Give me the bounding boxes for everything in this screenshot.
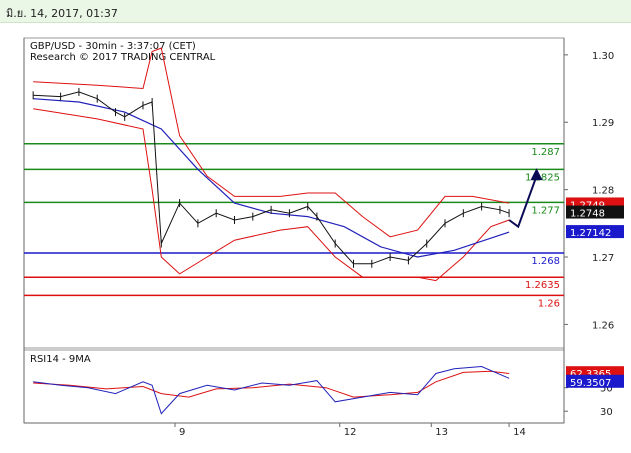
price-tag-bg-1 [566,205,624,219]
y-tick-label-2: 1.28 [592,186,614,197]
y-tick-label-4: 1.30 [592,51,614,62]
level-label-4: 1.2635 [525,280,560,291]
chart-title: GBP/USD - 30min - 3:37:07 (CET) [30,41,196,52]
rsi-tag-label-1: 59.3507 [570,378,611,389]
price-tag-bg-2 [566,225,624,239]
price-tag-label-1: 1.2748 [570,209,605,220]
bollinger-upper-line [33,47,510,238]
bollinger-lower-line [33,108,510,282]
rsi-y-tick-label-1: 50 [600,384,613,395]
x-tick-label-2: 13 [435,427,448,438]
x-tick-label-0: 9 [179,427,185,438]
rsi-y-tick-label-0: 30 [600,407,613,418]
projection-arrowhead [530,168,543,181]
level-label-0: 1.287 [531,147,560,158]
top-status-bar: มิ.ย. 14, 2017, 01:37 [0,0,631,23]
x-tick-label-1: 12 [344,427,357,438]
rsi-line [33,365,510,415]
level-label-2: 1.277 [531,205,560,216]
rsi-title: RSI14 - 9MA [30,354,91,365]
price-line [33,91,510,265]
rsi-tag-label-0: 62.3365 [570,369,611,380]
price-tag-label-2: 1.27142 [570,228,611,239]
projection-arrow-line [508,175,538,229]
datetime-label: มิ.ย. 14, 2017, 01:37 [6,7,118,20]
y-tick-label-1: 1.27 [592,253,614,264]
rsi-panel-frame [23,349,565,424]
level-label-3: 1.268 [531,256,560,267]
level-label-5: 1.26 [538,298,560,309]
chart-subtitle: Research © 2017 TRADING CENTRAL [30,52,216,63]
moving-average-line [33,98,510,258]
y-tick-label-3: 1.29 [592,118,614,129]
main-chart-frame [23,37,565,349]
x-tick-label-3: 14 [513,427,526,438]
rsi-tag-bg-1 [566,374,624,388]
level-label-1: 1.2825 [525,172,560,183]
y-tick-label-0: 1.26 [592,320,614,331]
